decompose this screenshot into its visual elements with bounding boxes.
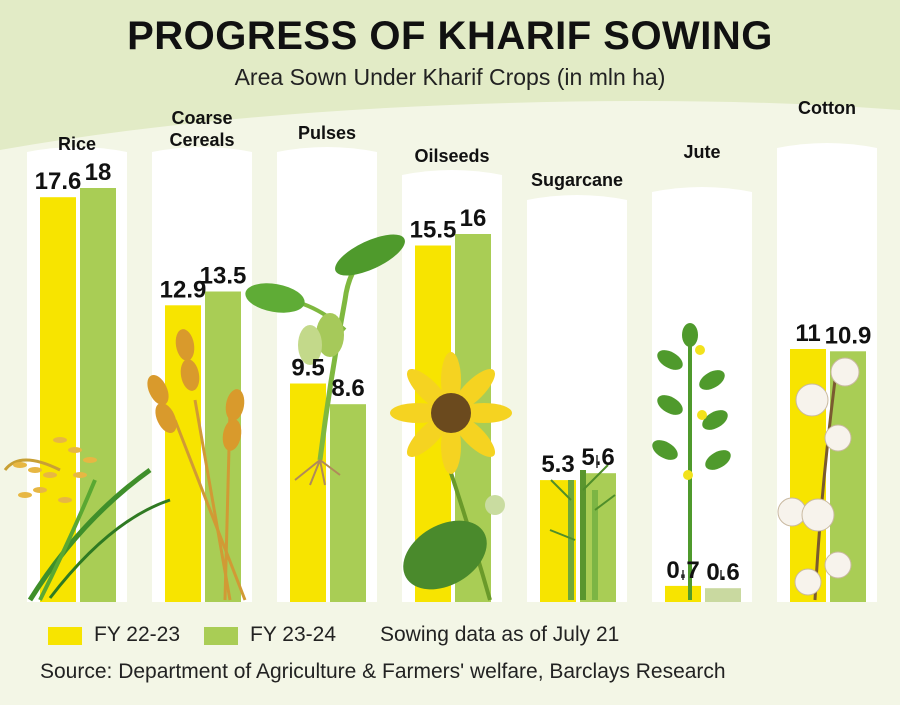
bar-value-label: 17.6 (35, 168, 82, 195)
chart-subtitle: Area Sown Under Kharif Crops (in mln ha) (234, 64, 666, 90)
category-label: Oilseeds (414, 146, 489, 166)
wheat-ears-illustration (147, 329, 247, 601)
bar-value-label: 10.9 (825, 322, 872, 349)
source-note: Source: Department of Agriculture & Farm… (40, 660, 726, 683)
seedling-illustration (245, 234, 405, 486)
bar-fy2324 (330, 404, 366, 602)
legend-label-fy2223: FY 22-23 (94, 623, 180, 646)
sugarcane-illustration (549, 464, 616, 600)
jute-plant-illustration (652, 323, 731, 600)
category-label: Pulses (298, 123, 356, 143)
sunflower-illustration (390, 352, 512, 601)
bar-fy2223 (290, 383, 326, 602)
bar-value-label: 5.6 (581, 444, 614, 471)
rice-plant-illustration (3, 437, 171, 602)
category-label: Sugarcane (531, 170, 623, 190)
label-connector (596, 455, 722, 580)
bar-fy2324 (80, 188, 116, 602)
bar-value-label: 0.6 (706, 559, 739, 586)
category-label: Jute (683, 142, 720, 162)
bar-value-label: 13.5 (200, 263, 247, 290)
sowing-date-note: Sowing data as of July 21 (380, 623, 620, 646)
legend-label-fy2324: FY 23-24 (250, 623, 336, 646)
legend-swatch-fy2223 (48, 627, 82, 645)
category-label: Cotton (798, 98, 856, 118)
bar-value-label: 9.5 (291, 355, 324, 382)
bar-value-label: 12.9 (160, 276, 207, 303)
category-panel (652, 187, 752, 602)
bar-value-label: 15.5 (410, 217, 457, 244)
bar-value-label: 8.6 (331, 375, 364, 402)
cotton-plant-illustration (777, 357, 860, 601)
category-label: Rice (58, 134, 96, 154)
bar-fy2324 (705, 588, 741, 602)
bar-value-label: 18 (85, 159, 112, 186)
bar-fy2223 (665, 585, 701, 602)
bar-value-label: 16 (460, 205, 487, 232)
chart-title: PROGRESS OF KHARIF SOWING (127, 14, 773, 58)
category-label: Coarse Cereals (169, 108, 234, 150)
bar-value-label: 5.3 (541, 451, 574, 478)
bar-value-label: 11 (795, 320, 820, 347)
legend-swatch-fy2324 (204, 627, 238, 645)
